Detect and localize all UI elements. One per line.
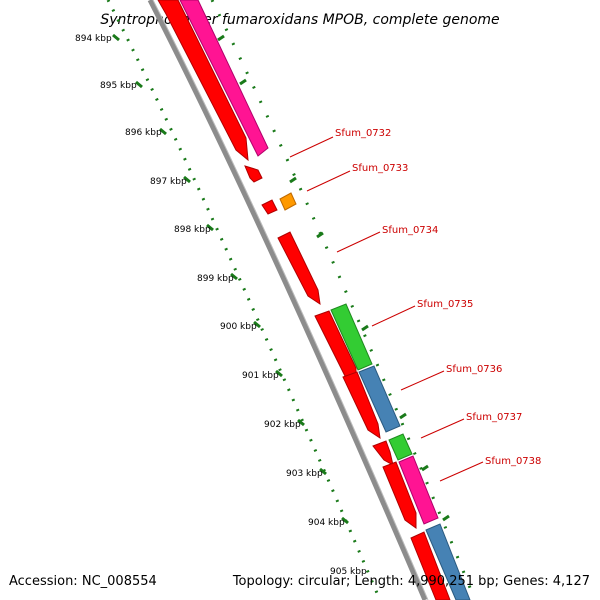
genome-summary: Topology: circular; Length: 4,990,251 bp…	[232, 574, 590, 589]
label-leader-line	[306, 170, 351, 192]
accession-value: NC_008554	[81, 574, 157, 589]
ruler-tick	[217, 34, 225, 42]
ruler-tick	[289, 176, 297, 184]
ruler-tick	[239, 78, 247, 86]
green-feature	[330, 303, 373, 371]
tick-label: 894 kbp	[75, 34, 112, 44]
gene-label: Sfum_0737	[466, 412, 522, 423]
topology-value: circular	[297, 574, 346, 589]
ruler-tick	[275, 369, 283, 378]
ruler-tick	[230, 272, 238, 281]
green-feature	[388, 433, 413, 461]
genes-label: Genes:	[503, 574, 549, 589]
gene-label: Sfum_0732	[335, 128, 391, 139]
label-leader-line	[439, 461, 484, 482]
length-value: 4,990,251 bp	[407, 574, 495, 589]
ruler-tick	[399, 412, 407, 420]
tick-label: 898 kbp	[174, 225, 211, 235]
tick-label: 904 kbp	[308, 518, 345, 528]
blue-feature	[425, 523, 471, 600]
label-leader-line	[400, 370, 445, 391]
gene-label: Sfum_0733	[352, 163, 408, 174]
blue-feature	[358, 365, 401, 433]
accession-label: Accession:	[9, 574, 78, 589]
genes-value: 4,127	[552, 574, 590, 589]
tick-label: 899 kbp	[197, 274, 234, 284]
label-leader-line	[289, 136, 334, 158]
ruler-tick	[183, 175, 191, 184]
gene-arrow-sfum-0734	[261, 199, 278, 215]
label-leader-line	[371, 305, 416, 327]
tick-label: 897 kbp	[150, 177, 187, 187]
ruler-tick	[297, 418, 305, 427]
gene-labels: Sfum_0732 Sfum_0733 Sfum_0734 Sfum_0735 …	[289, 128, 541, 482]
ruler-tick	[421, 464, 429, 472]
gene-arrow-sfum-0738	[382, 461, 417, 529]
ruler-tick	[159, 127, 167, 136]
orange-feature	[279, 192, 297, 211]
length-label: Length:	[354, 574, 404, 589]
ruler-tick	[135, 80, 143, 89]
tick-label: 895 kbp	[100, 81, 137, 91]
label-leader-line	[336, 231, 381, 253]
outer-tick-ring	[106, 0, 382, 600]
gene-arrow	[157, 0, 249, 162]
tick-label: 905 kbp	[330, 567, 367, 577]
gene-arrow-sfum-0736	[342, 371, 381, 440]
ruler-tick	[112, 33, 120, 42]
pink-feature	[179, 0, 269, 157]
genome-backbone-highlight	[152, 0, 429, 600]
ruler-tick	[253, 320, 261, 329]
ruler-tick	[206, 223, 214, 232]
ruler-tick	[319, 467, 327, 476]
gene-label: Sfum_0736	[446, 364, 502, 375]
gene-label: Sfum_0734	[382, 225, 438, 236]
inner-ring-dashes	[217, 34, 450, 522]
gene-label: Sfum_0738	[485, 456, 541, 467]
genome-backbone	[147, 0, 428, 600]
tick-label: 900 kbp	[220, 322, 257, 332]
gene-arrow	[410, 531, 451, 600]
gene-arrow-sfum-0733	[244, 165, 263, 183]
topology-label: Topology:	[232, 574, 294, 589]
ruler-ticks: 894 kbp 895 kbp 896 kbp 897 kbp 898 kbp …	[75, 33, 367, 577]
tick-label: 896 kbp	[125, 128, 162, 138]
feature-lane-2	[179, 0, 471, 600]
forward-strand-features	[157, 0, 451, 600]
tick-label: 902 kbp	[264, 420, 301, 430]
ruler-tick	[442, 514, 450, 522]
ruler-tick	[361, 324, 369, 332]
gene-arrow-sfum-0734b	[277, 231, 321, 306]
ruler-tick	[341, 516, 349, 525]
tick-label: 903 kbp	[286, 469, 323, 479]
gene-label: Sfum_0735	[417, 299, 473, 310]
pink-feature	[398, 455, 439, 525]
label-leader-line	[420, 418, 465, 439]
accession-info: Accession: NC_008554	[9, 574, 157, 589]
tick-label: 901 kbp	[242, 371, 279, 381]
gene-arrow-sfum-0737	[372, 440, 394, 466]
ruler-tick	[316, 231, 324, 239]
inner-tick-ring	[210, 0, 477, 600]
